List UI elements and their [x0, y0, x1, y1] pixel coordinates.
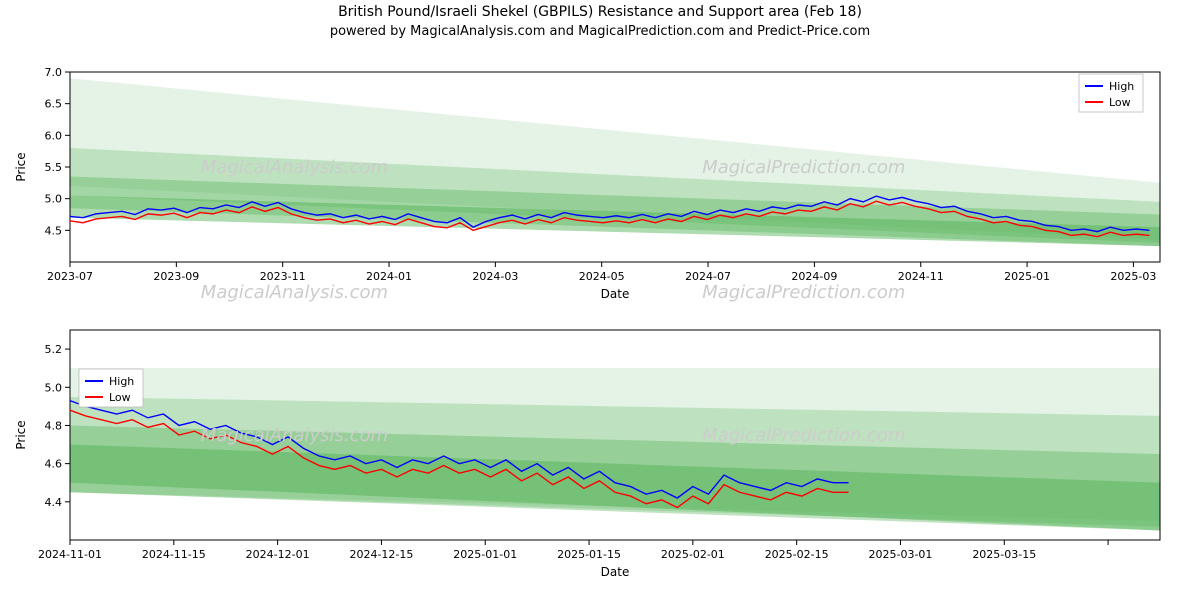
x-tick-label: 2023-11 [260, 270, 306, 283]
x-axis-label: Date [601, 565, 630, 579]
x-tick-label: 2025-03 [1110, 270, 1156, 283]
support-resistance-band [70, 196, 1160, 247]
y-tick-label: 6.0 [45, 129, 63, 142]
x-tick-label: 2024-11-15 [142, 548, 206, 561]
watermark-text: MagicalPrediction.com [702, 282, 905, 303]
high-series-line [70, 196, 1149, 231]
chart-subtitle: powered by MagicalAnalysis.com and Magic… [0, 24, 1200, 39]
x-tick-label: 2024-12-15 [349, 548, 413, 561]
high-series-line [70, 401, 849, 498]
support-resistance-band [70, 445, 1160, 531]
y-tick-label: 7.0 [45, 66, 63, 79]
y-tick-label: 4.5 [45, 224, 63, 237]
low-series-line [70, 201, 1149, 236]
x-tick-label: 2025-01-01 [453, 548, 517, 561]
x-tick-label: 2025-02-01 [661, 548, 725, 561]
x-tick-label: 2025-01-15 [557, 548, 621, 561]
x-tick-label: 2025-02-15 [765, 548, 829, 561]
chart-title: British Pound/Israeli Shekel (GBPILS) Re… [0, 4, 1200, 20]
y-tick-label: 5.0 [45, 193, 63, 206]
x-tick-label: 2024-11 [898, 270, 944, 283]
legend: High Low [79, 369, 143, 407]
y-tick-label: 6.5 [45, 98, 63, 111]
x-tick-label: 2025-03-01 [869, 548, 933, 561]
x-tick-label: 2024-07 [685, 270, 731, 283]
x-tick-label: 2025-01 [1004, 270, 1050, 283]
x-tick-label: 2024-12-01 [246, 548, 310, 561]
x-axis-label: Date [601, 287, 630, 301]
y-tick-label: 5.0 [45, 381, 63, 394]
watermark-text: MagicalAnalysis.com [201, 282, 388, 303]
support-resistance-band [70, 177, 1160, 247]
legend-label: High [1109, 80, 1134, 93]
legend-label: Low [1109, 96, 1131, 109]
x-tick-label: 2023-09 [153, 270, 199, 283]
y-tick-label: 5.2 [45, 343, 63, 356]
legend: High Low [1079, 74, 1143, 112]
y-tick-label: 5.5 [45, 161, 63, 174]
x-tick-label: 2023-07 [47, 270, 93, 283]
x-tick-label: 2024-01 [366, 270, 412, 283]
legend-label: Low [109, 391, 131, 404]
watermark-text: MagicalAnalysis.com [201, 425, 388, 446]
support-resistance-band [70, 368, 1160, 521]
support-resistance-band [70, 78, 1160, 240]
y-tick-label: 4.6 [45, 458, 63, 471]
watermark-text: MagicalAnalysis.com [201, 157, 388, 178]
chart-svg: 4.4 4.6 4.8 5.0 5.2 2024-11-01 2024-11-15 2024-… [0, 0, 1200, 600]
low-series-line [70, 410, 849, 507]
y-tick-label: 4.4 [45, 496, 63, 509]
support-resistance-band [70, 148, 1160, 243]
chart-svg: 4.5 5.0 5.5 6.0 6.5 7.0 2023-07 2023-09 2023-11 2… [0, 0, 1200, 600]
y-axis-label: Price [14, 152, 28, 181]
y-axis-label: Price [14, 420, 28, 449]
y-tick-label: 4.8 [45, 419, 63, 432]
x-tick-label: 2025-03-15 [972, 548, 1036, 561]
watermark-text: MagicalPrediction.com [702, 157, 905, 178]
x-tick-label: 2024-03 [472, 270, 518, 283]
support-resistance-band [70, 397, 1160, 527]
x-tick-label: 2024-05 [579, 270, 625, 283]
watermark-text: MagicalPrediction.com [702, 425, 905, 446]
x-tick-label: 2024-11-01 [38, 548, 102, 561]
legend-label: High [109, 375, 134, 388]
support-resistance-band [70, 425, 1160, 530]
x-tick-label: 2024-09 [791, 270, 837, 283]
